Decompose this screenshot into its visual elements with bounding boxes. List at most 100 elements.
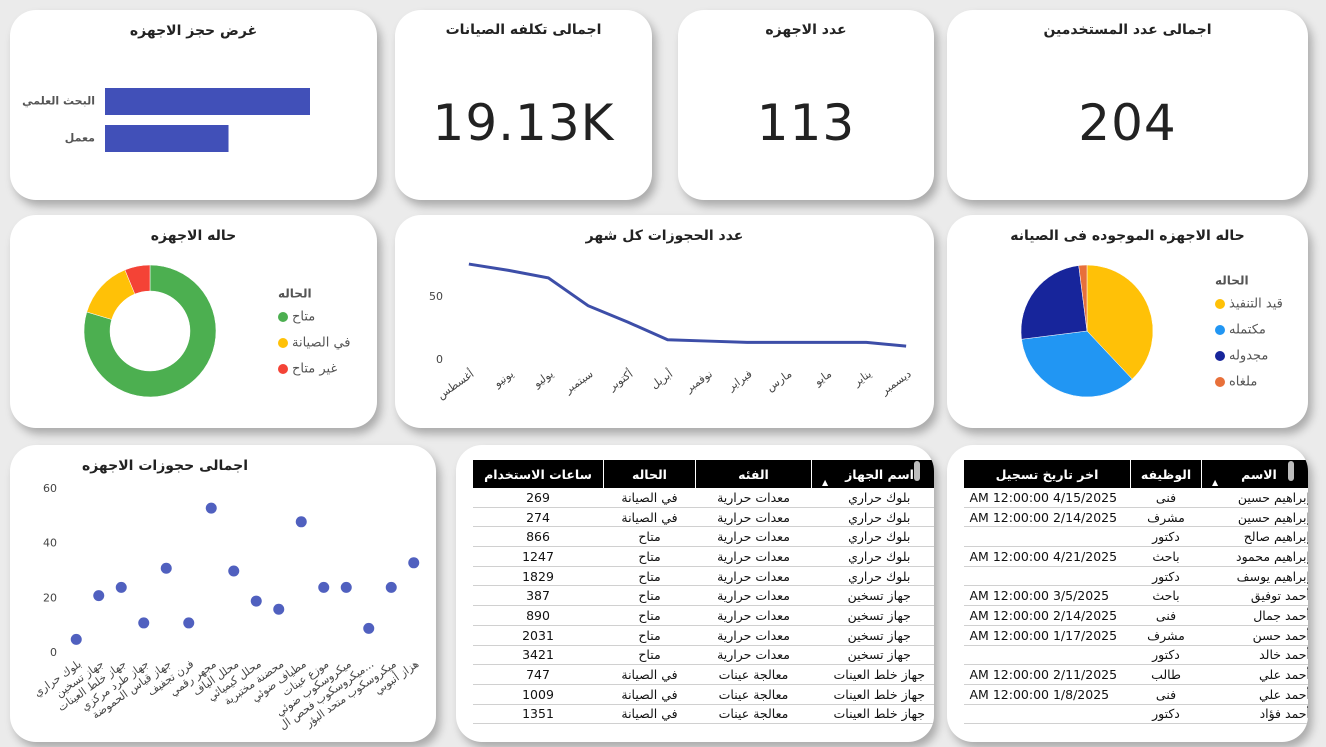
scrollbar[interactable] [914,461,920,481]
table-cell: فنى [1130,684,1202,705]
kpi-card: اجمالى عدد المستخدمين 204 [947,10,1308,200]
header-row: الاسم ▲ الوظيفه اخر تاريخ تسجيل [963,460,1308,488]
table-cell: جهاز تسخين [811,605,934,626]
column-header[interactable]: ساعات الاستخدام [472,460,604,488]
point [273,603,285,615]
table-cell: معدات حرارية [695,566,812,587]
table-cell: جهاز خلط العينات [811,664,934,685]
line-card: عدد الحجوزات كل شهر 0 50 أغسطس يونيو يوليو سبت… [395,215,934,428]
table-cell: معدات حرارية [695,645,812,666]
table-cell: إبراهيم صالح [1201,526,1308,548]
table-row: بلوك حراري معدات حرارية في الصيانة 269 [472,488,934,508]
slice [124,264,151,295]
legend-label: متاح [292,310,315,325]
point [138,617,150,629]
table-cell: جهاز تسخين [811,585,934,607]
x-tick-label: فبراير [724,367,754,394]
table-row: إبراهيم حسين مشرف 2/14/2025 12:00:00 AM [963,507,1308,528]
table-cell: معالجة عينات [695,664,812,685]
chart-title: حاله الاجهزه الموجوده فى الصيانه [1010,228,1245,244]
table-row: بلوك حراري معدات حرارية متاح 866 [472,526,934,548]
slice [1086,264,1154,380]
slice [1021,330,1133,398]
table-cell: بلوك حراري [811,507,934,528]
table-cell: 2/14/2025 12:00:00 AM [963,605,1131,626]
point [70,633,82,645]
table-cell: معالجة عينات [695,684,812,705]
table-row: جهاز تسخين معدات حرارية متاح 2031 [472,625,934,646]
point [295,516,307,528]
table-row: إبراهيم محمود باحث 4/21/2025 12:00:00 AM [963,546,1308,567]
pie-chart: حاله الاجهزه الموجوده فى الصيانه الحاله قي… [1010,228,1283,398]
table-cell: فنى [1130,488,1202,508]
column-header[interactable]: الفئه [695,460,812,488]
table-cell: أحمد خالد [1201,645,1308,666]
table-cell: متاح [603,605,696,626]
sort-indicator: ▲ [1212,478,1219,487]
column-header[interactable]: الحاله [603,460,696,488]
x-tick-label: سبتمبر [561,367,595,396]
table-cell: بلوك حراري [811,546,934,567]
point [205,502,217,514]
table-cell: باحث [1130,546,1202,567]
table-row: أحمد علي طالب 2/11/2025 12:00:00 AM [963,664,1308,685]
table-cell: 1/17/2025 12:00:00 AM [963,625,1131,646]
table-cell: باحث [1130,585,1202,607]
bar [105,88,310,115]
table-cell: 1247 [472,546,604,567]
scrollbar[interactable] [1288,461,1294,481]
table-cell: إبراهيم محمود [1201,546,1308,567]
table-cell: متاح [603,625,696,646]
table-row: أحمد توفيق باحث 3/5/2025 12:00:00 AM [963,585,1308,607]
table-cell: 866 [472,526,604,548]
column-header[interactable]: الوظيفه [1130,460,1202,488]
column-header[interactable]: اخر تاريخ تسجيل [963,460,1131,488]
x-tick-label: نوفمبر [682,367,715,395]
table-cell: إبراهيم يوسف [1201,566,1308,587]
pie-card: حاله الاجهزه الموجوده فى الصيانه الحاله قي… [947,215,1308,428]
chart-title: غرض حجز الاجهزه [130,23,257,39]
table-cell: معالجة عينات [695,704,812,725]
table-cell: إبراهيم حسين [1201,507,1308,528]
table-cell: مشرف [1130,507,1202,528]
header-row: اسم الجهاز ▲ الفئه الحاله ساعات الاستخدام [472,460,934,488]
table-row: بلوك حراري معدات حرارية متاح 1247 [472,546,934,567]
y-tick-label: 20 [43,591,57,604]
users-card: الاسم ▲ الوظيفه اخر تاريخ تسجيل إبراهيم حسين… [947,445,1308,742]
table-cell: 387 [472,585,604,607]
bar-card: غرض حجز الاجهزه البحث العلمي معمل [10,10,377,200]
bar [105,125,229,152]
legend-swatch [278,338,288,348]
table-cell: في الصيانة [603,488,696,508]
table-cell: فنى [1130,605,1202,626]
legend-label: في الصيانة [292,336,351,351]
table-cell: معدات حرارية [695,507,812,528]
table-cell: معدات حرارية [695,526,812,548]
table-cell: معدات حرارية [695,625,812,646]
chart-title: حاله الاجهزه [151,228,237,244]
donut-chart: حاله الاجهزه الحاله متاح في الصيانة غير متاح [83,228,351,398]
table-cell: أحمد توفيق [1201,585,1308,607]
x-tick-label: يوليو [530,367,556,390]
column-header[interactable]: اسم الجهاز ▲ [811,460,934,488]
x-tick-label: أكتوبر [605,366,636,393]
kpi-title: عدد الاجهزه [765,22,847,38]
table-row: جهاز تسخين معدات حرارية متاح 3421 [472,645,934,666]
table-cell: 274 [472,507,604,528]
x-tick-label: يونيو [491,367,516,390]
chart-title: اجمالى حجوزات الاجهزه [82,458,248,474]
legend-swatch [1215,299,1225,309]
y-tick-label: البحث العلمي [22,95,95,108]
point [385,581,397,593]
table-cell: 747 [472,664,604,685]
x-tick-label: أغسطس [434,366,476,401]
table-row: بلوك حراري معدات حرارية في الصيانة 274 [472,507,934,528]
table-row: إبراهيم يوسف دكتور [963,566,1308,587]
table-cell: أحمد فؤاد [1201,704,1308,725]
kpi-title: اجمالى عدد المستخدمين [1043,22,1212,38]
table-row: أحمد خالد دكتور [963,645,1308,666]
point [93,590,105,602]
x-tick-label: مايو [811,367,834,389]
table-cell: في الصيانة [603,664,696,685]
users-table: الاسم ▲ الوظيفه اخر تاريخ تسجيل إبراهيم حسين… [963,460,1308,725]
